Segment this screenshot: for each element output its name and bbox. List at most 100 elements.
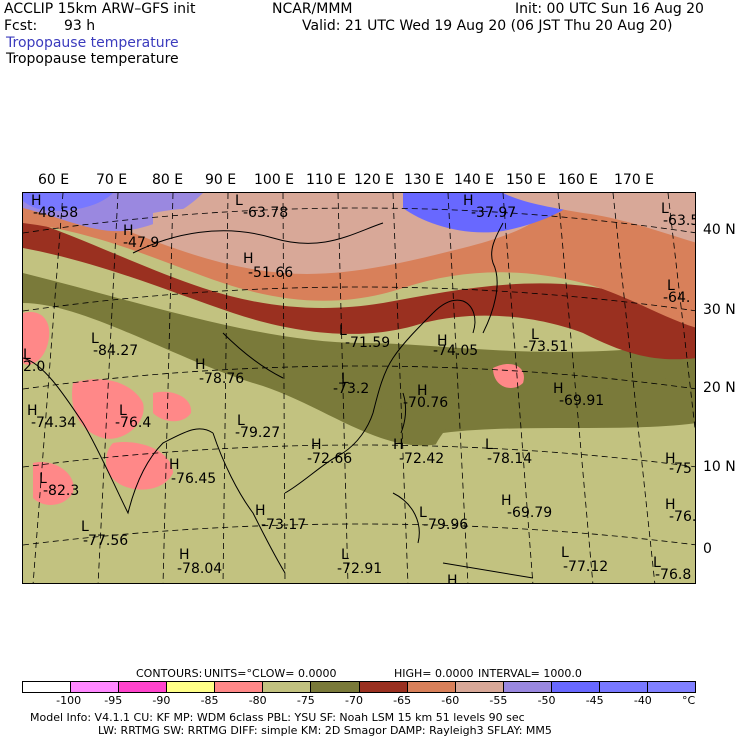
pressure-symbol: H (437, 333, 448, 349)
temperature-value: -69.79 (507, 505, 553, 521)
tropopause-temperature-map: H -48.58 L -63.78 H -37.97 L -63.5 H -47.9 H -51.66… (22, 192, 696, 584)
temperature-value: -70.76 (403, 395, 449, 411)
contours-label: CONTOURS: (136, 667, 203, 680)
pressure-symbol: H (665, 451, 676, 467)
temperature-value: -51.66 (248, 265, 294, 281)
legend-level: -85 (200, 694, 219, 707)
temperature-value: -77.56 (83, 533, 129, 549)
pressure-symbol: L (119, 403, 127, 419)
legend-swatch (407, 682, 456, 692)
center-name: NCAR/MMM (272, 1, 353, 17)
pressure-symbol: H (179, 547, 190, 563)
legend-swatch (71, 682, 120, 692)
temperature-value: -82.3 (43, 483, 80, 499)
legend-swatch (599, 682, 649, 692)
lon-label: 150 E (506, 172, 547, 188)
pressure-symbol: L (81, 519, 89, 535)
field-title-secondary: Tropopause temperature (6, 51, 179, 67)
pressure-symbol: H (501, 493, 512, 509)
lon-label: 110 E (306, 172, 347, 188)
temperature-value: -77.12 (563, 559, 609, 575)
lon-label: 70 E (96, 172, 128, 188)
legend-swatch (359, 682, 408, 692)
legend-swatch (215, 682, 264, 692)
temperature-value: -71.59 (345, 335, 391, 351)
pressure-symbol: H (311, 437, 322, 453)
lon-label: 100 E (254, 172, 295, 188)
legend-level: -55 (489, 694, 508, 707)
field-title-primary: Tropopause temperature (6, 35, 179, 51)
pressure-symbol: L (661, 201, 669, 217)
pressure-symbol: L (23, 347, 31, 363)
legend-swatch (23, 682, 72, 692)
lon-label: 80 E (152, 172, 184, 188)
temperature-value: -84.27 (93, 343, 139, 359)
lon-label: 160 E (558, 172, 599, 188)
lat-label: 40 N (703, 222, 736, 238)
pressure-symbol: L (561, 545, 569, 561)
pressure-symbol: H (123, 223, 134, 239)
temperature-value: -72.42 (399, 451, 445, 467)
lon-label: 130 E (404, 172, 445, 188)
temperature-value: -76.8 (655, 567, 692, 583)
legend-level: -95 (104, 694, 123, 707)
legend-swatch (119, 682, 168, 692)
lat-label: 0 (703, 541, 712, 557)
legend-level: -90 (152, 694, 171, 707)
legend-level: °C (682, 694, 696, 707)
model-info-line1: Model Info: V4.1.1 CU: KF MP: WDM 6class… (30, 711, 525, 724)
init-time: Init: 00 UTC Sun 16 Aug 20 (515, 1, 704, 17)
temperature-value: 2.0 (23, 359, 46, 375)
pressure-symbol: H (463, 193, 474, 209)
pressure-symbol: L (485, 437, 493, 453)
legend-swatch (551, 682, 600, 692)
valid-time: Valid: 21 UTC Wed 19 Aug 20 (06 JST Thu … (302, 18, 673, 34)
temperature-value: -73.51 (523, 339, 569, 355)
temperature-value: -37.97 (471, 205, 517, 221)
legend-level: -80 (248, 694, 267, 707)
legend-swatch (455, 682, 504, 692)
contours-high: HIGH= 0.0000 (394, 667, 474, 680)
legend-level: -75 (296, 694, 315, 707)
pressure-symbol: H (27, 403, 38, 419)
legend-swatch (167, 682, 216, 692)
pressure-symbol: H (665, 497, 676, 513)
temperature-value: -74.05 (433, 343, 479, 359)
lat-label: 20 N (703, 380, 736, 396)
legend-swatch (648, 682, 696, 692)
model-info-line2: LW: RRTMG SW: RRTMG DIFF: simple KM: 2D … (98, 724, 552, 737)
temperature-value: -75 (669, 461, 692, 477)
temperature-value: -76.4 (115, 415, 152, 431)
temperature-value: -76.45 (171, 471, 217, 487)
legend-swatch (263, 682, 312, 692)
pressure-symbol: L (235, 193, 243, 209)
lat-label: 30 N (703, 302, 736, 318)
pressure-symbol: H (243, 251, 254, 267)
contours-low: LOW= 0.0000 (260, 667, 337, 680)
pressure-symbol: L (531, 327, 539, 343)
lon-label: 170 E (614, 172, 655, 188)
temperature-value: -63.5 (663, 213, 696, 229)
pressure-symbol: H (393, 437, 404, 453)
pressure-symbol: H (447, 573, 458, 584)
temperature-value: -78.76 (199, 371, 245, 387)
temperature-value: -78.04 (177, 561, 223, 577)
color-legend (22, 681, 696, 693)
lon-label: 120 E (354, 172, 395, 188)
pressure-symbol: L (237, 413, 245, 429)
lon-label: 90 E (205, 172, 237, 188)
legend-level: -100 (56, 694, 82, 707)
legend-swatch (311, 682, 360, 692)
temperature-value: -63.78 (243, 205, 289, 221)
temperature-value: -73.2 (333, 381, 370, 397)
pressure-symbol: L (91, 331, 99, 347)
pressure-symbol: L (341, 371, 349, 387)
temperature-value: -64. (663, 290, 691, 306)
temperature-value: -73.17 (261, 517, 307, 533)
temperature-value: -79.27 (235, 425, 281, 441)
pressure-symbol: H (553, 381, 564, 397)
pressure-symbol: L (339, 323, 347, 339)
legend-swatch (503, 682, 552, 692)
contours-units: UNITS=°C (204, 667, 260, 680)
temperature-value: -76.3 (669, 509, 696, 525)
